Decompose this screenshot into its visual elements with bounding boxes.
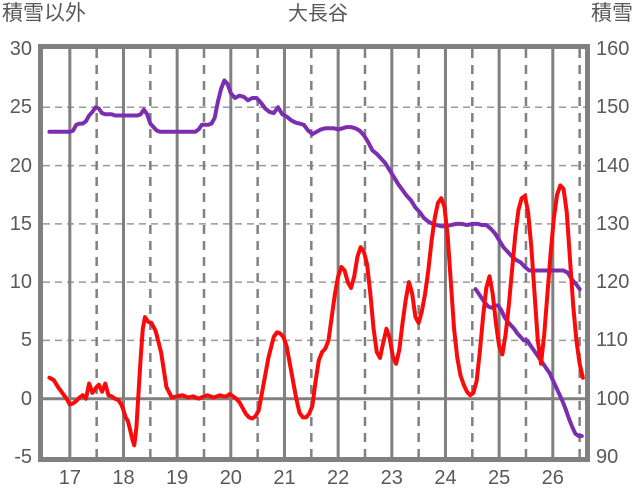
series-line: [47, 78, 582, 292]
x-axis-tick: 17: [58, 467, 81, 489]
plot-area: [38, 44, 590, 462]
x-axis-tick: 22: [327, 467, 350, 489]
x-axis-tick: 24: [434, 467, 457, 489]
x-axis-tick: 26: [541, 467, 564, 489]
x-axis-tick: 23: [380, 467, 403, 489]
x-axis-tick: 18: [112, 467, 135, 489]
left-axis-title: 積雪以外: [2, 2, 86, 25]
y-axis-left-tick: -5: [14, 446, 32, 468]
y-axis-right-tick: 150: [596, 96, 630, 119]
y-axis-left-tick: 10: [9, 271, 32, 294]
plot-svg: [43, 49, 585, 457]
right-axis-title: 積雪: [591, 2, 633, 25]
x-axis-tick: 19: [166, 467, 189, 489]
y-axis-right-tick: 140: [596, 154, 630, 177]
y-axis-left-tick: 30: [9, 38, 32, 60]
page-title: 大長谷: [288, 3, 348, 25]
y-axis-left-tick: 15: [9, 212, 32, 235]
plot-inner: [43, 49, 585, 457]
y-axis-right-tick: 120: [596, 271, 630, 294]
y-axis-left-tick: 0: [20, 387, 32, 410]
y-axis-right-tick: 110: [596, 329, 628, 352]
x-axis-tick: 25: [488, 467, 511, 489]
y-axis-left-tick: 25: [9, 96, 32, 119]
y-axis-right-tick: 160: [596, 38, 630, 60]
y-axis-right-tick: 100: [596, 387, 630, 410]
y-axis-right-tick: 130: [596, 212, 630, 235]
y-axis-right-tick: 90: [596, 446, 619, 468]
series-line: [47, 183, 585, 448]
x-axis-tick: 20: [219, 467, 242, 489]
series-line: [473, 287, 584, 439]
x-axis-tick: 21: [273, 467, 296, 489]
y-axis-left-tick: 5: [20, 329, 32, 352]
y-axis-left-tick: 20: [9, 154, 32, 177]
